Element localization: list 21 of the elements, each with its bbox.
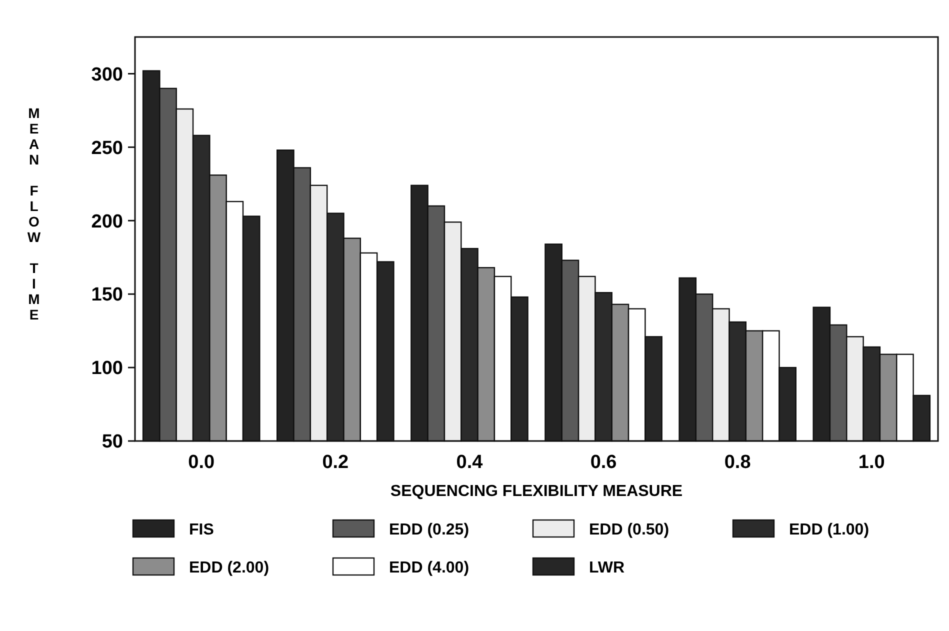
- legend-label: EDD (0.25): [389, 522, 470, 539]
- x-tick-label: 0.6: [590, 452, 617, 473]
- x-tick-label: 0.4: [456, 452, 484, 473]
- legend-label: LWR: [589, 560, 625, 577]
- x-axis-title: SEQUENCING FLEXIBILITY MEASURE: [390, 483, 683, 500]
- y-tick-label: 50: [102, 432, 123, 453]
- x-tick-label: 1.0: [858, 452, 885, 473]
- text: MEAN FLOW TIME: [27, 105, 41, 322]
- y-tick-label: 300: [91, 64, 123, 86]
- legend-label: EDD (4.00): [389, 560, 470, 577]
- legend-label: FIS: [189, 522, 214, 539]
- y-tick-label: 150: [91, 284, 123, 306]
- x-tick-label: 0.0: [188, 452, 215, 473]
- y-tick-label: 250: [91, 138, 123, 159]
- x-tick-label: 0.2: [322, 452, 349, 473]
- legend-label: EDD (2.00): [189, 560, 270, 577]
- legend-label: EDD (0.50): [589, 522, 670, 539]
- legend-label: EDD (1.00): [789, 522, 870, 539]
- y-tick-label: 200: [91, 211, 123, 232]
- y-tick-label: 100: [91, 358, 123, 380]
- x-tick-label: 0.8: [724, 452, 751, 473]
